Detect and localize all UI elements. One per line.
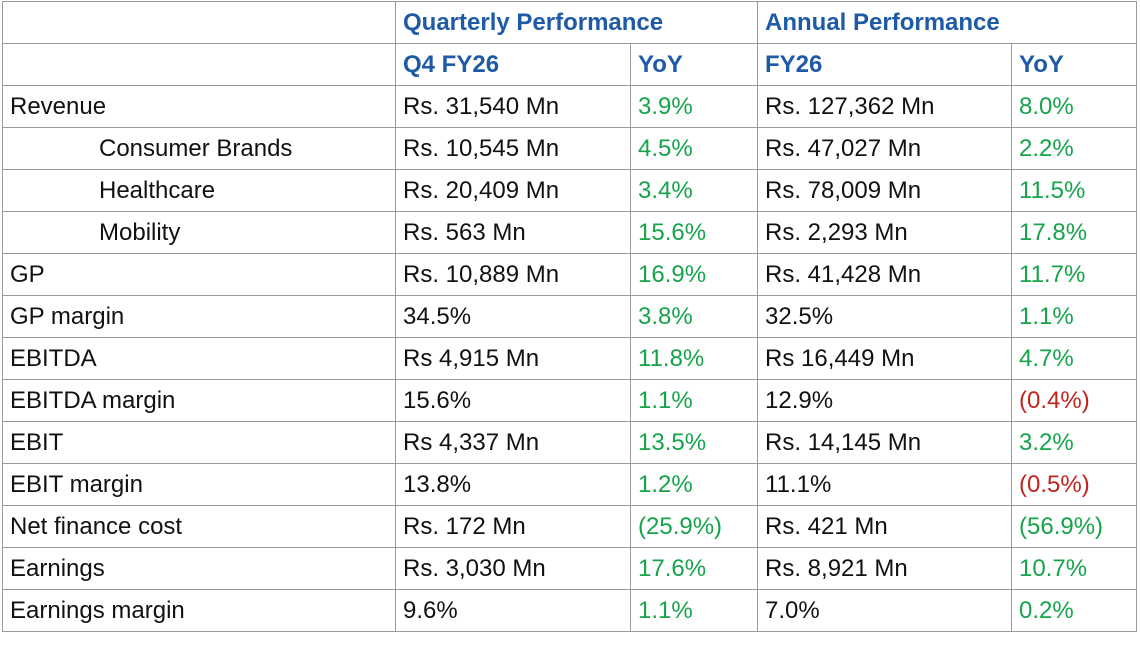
row-label: GP margin xyxy=(2,295,396,338)
quarter-yoy-value: 17.6% xyxy=(629,547,759,590)
annual-value: Rs. 2,293 Mn xyxy=(757,211,1013,254)
quarter-value: Rs. 20,409 Mn xyxy=(395,169,631,212)
annual-yoy-value: 3.2% xyxy=(1011,421,1138,464)
quarter-value: 15.6% xyxy=(395,379,631,422)
quarter-yoy-value: 3.4% xyxy=(629,169,759,212)
header-row-periods: Quarterly Performance Annual Performance xyxy=(2,1,1138,44)
annual-yoy-value: 10.7% xyxy=(1011,547,1138,590)
table-row: Consumer Brands Rs. 10,545 Mn 4.5% Rs. 4… xyxy=(2,127,1138,170)
annual-value: Rs 16,449 Mn xyxy=(757,337,1013,380)
quarterly-performance-header: Quarterly Performance xyxy=(394,1,759,44)
quarter-value: 9.6% xyxy=(395,589,631,632)
row-label: GP xyxy=(2,253,396,296)
table-row: EBITDA Rs 4,915 Mn 11.8% Rs 16,449 Mn 4.… xyxy=(2,337,1138,380)
quarter-yoy-value: 15.6% xyxy=(629,211,759,254)
quarter-value: Rs. 172 Mn xyxy=(395,505,631,548)
quarter-yoy-value: 1.1% xyxy=(629,589,759,632)
annual-yoy-value: 1.1% xyxy=(1011,295,1138,338)
annual-yoy-value: (0.5%) xyxy=(1011,463,1138,506)
table-row: Revenue Rs. 31,540 Mn 3.9% Rs. 127,362 M… xyxy=(2,85,1138,128)
annual-value: 32.5% xyxy=(757,295,1013,338)
annual-yoy-value: 11.5% xyxy=(1011,169,1138,212)
annual-yoy-value: 11.7% xyxy=(1011,253,1138,296)
quarter-value: 13.8% xyxy=(395,463,631,506)
table-row: EBIT margin 13.8% 1.2% 11.1% (0.5%) xyxy=(2,463,1138,506)
table-row: EBITDA margin 15.6% 1.1% 12.9% (0.4%) xyxy=(2,379,1138,422)
quarter-column-header: Q4 FY26 xyxy=(395,43,631,86)
row-label: EBIT margin xyxy=(2,463,396,506)
table-body: Quarterly Performance Annual Performance… xyxy=(2,1,1138,632)
row-label: Earnings xyxy=(2,547,396,590)
annual-value: Rs. 41,428 Mn xyxy=(757,253,1013,296)
header-blank-cell xyxy=(2,43,396,86)
annual-value: 7.0% xyxy=(757,589,1013,632)
row-label: Mobility xyxy=(2,211,396,254)
annual-yoy-value: 2.2% xyxy=(1011,127,1138,170)
table-row: EBIT Rs 4,337 Mn 13.5% Rs. 14,145 Mn 3.2… xyxy=(2,421,1138,464)
row-label: Net finance cost xyxy=(2,505,396,548)
quarter-value: Rs. 10,889 Mn xyxy=(395,253,631,296)
annual-yoy-value: 8.0% xyxy=(1011,85,1138,128)
quarter-value: Rs. 10,545 Mn xyxy=(395,127,631,170)
row-label: Revenue xyxy=(2,85,396,128)
quarter-yoy-value: 3.8% xyxy=(629,295,759,338)
quarter-yoy-value: 3.9% xyxy=(629,85,759,128)
annual-performance-header: Annual Performance xyxy=(757,1,1138,44)
quarter-value: Rs 4,337 Mn xyxy=(395,421,631,464)
table-row: Earnings Rs. 3,030 Mn 17.6% Rs. 8,921 Mn… xyxy=(2,547,1138,590)
quarter-value: Rs. 3,030 Mn xyxy=(395,547,631,590)
quarter-yoy-value: 16.9% xyxy=(629,253,759,296)
row-label: Consumer Brands xyxy=(2,127,396,170)
quarter-yoy-value: (25.9%) xyxy=(629,505,759,548)
header-row-columns: Q4 FY26 YoY FY26 YoY xyxy=(2,43,1138,86)
table-row: Earnings margin 9.6% 1.1% 7.0% 0.2% xyxy=(2,589,1138,632)
row-label: Earnings margin xyxy=(2,589,396,632)
row-label: EBITDA xyxy=(2,337,396,380)
annual-yoy-value: 4.7% xyxy=(1011,337,1138,380)
annual-value: 12.9% xyxy=(757,379,1013,422)
quarter-yoy-value: 13.5% xyxy=(629,421,759,464)
table-row: Healthcare Rs. 20,409 Mn 3.4% Rs. 78,009… xyxy=(2,169,1138,212)
annual-value: Rs. 78,009 Mn xyxy=(757,169,1013,212)
quarter-yoy-value: 1.2% xyxy=(629,463,759,506)
header-blank-cell xyxy=(2,1,396,44)
table-row: GP Rs. 10,889 Mn 16.9% Rs. 41,428 Mn 11.… xyxy=(2,253,1138,296)
annual-yoy-value: 0.2% xyxy=(1011,589,1138,632)
annual-value: Rs. 421 Mn xyxy=(757,505,1013,548)
annual-value: Rs. 14,145 Mn xyxy=(757,421,1013,464)
annual-yoy-column-header: YoY xyxy=(1011,43,1138,86)
table-row: GP margin 34.5% 3.8% 32.5% 1.1% xyxy=(2,295,1138,338)
annual-yoy-value: (56.9%) xyxy=(1011,505,1138,548)
performance-table: Quarterly Performance Annual Performance… xyxy=(2,1,1138,632)
row-label: Healthcare xyxy=(2,169,396,212)
quarter-value: Rs 4,915 Mn xyxy=(395,337,631,380)
annual-value: Rs. 8,921 Mn xyxy=(757,547,1013,590)
annual-value: Rs. 127,362 Mn xyxy=(757,85,1013,128)
quarter-yoy-column-header: YoY xyxy=(629,43,759,86)
row-label: EBITDA margin xyxy=(2,379,396,422)
quarter-yoy-value: 11.8% xyxy=(629,337,759,380)
table-row: Net finance cost Rs. 172 Mn (25.9%) Rs. … xyxy=(2,505,1138,548)
quarter-value: Rs. 563 Mn xyxy=(395,211,631,254)
quarter-value: Rs. 31,540 Mn xyxy=(395,85,631,128)
quarter-yoy-value: 1.1% xyxy=(629,379,759,422)
annual-value: Rs. 47,027 Mn xyxy=(757,127,1013,170)
row-label: EBIT xyxy=(2,421,396,464)
annual-value: 11.1% xyxy=(757,463,1013,506)
annual-yoy-value: (0.4%) xyxy=(1011,379,1138,422)
annual-yoy-value: 17.8% xyxy=(1011,211,1138,254)
annual-column-header: FY26 xyxy=(757,43,1013,86)
quarter-yoy-value: 4.5% xyxy=(629,127,759,170)
table-row: Mobility Rs. 563 Mn 15.6% Rs. 2,293 Mn 1… xyxy=(2,211,1138,254)
quarter-value: 34.5% xyxy=(395,295,631,338)
